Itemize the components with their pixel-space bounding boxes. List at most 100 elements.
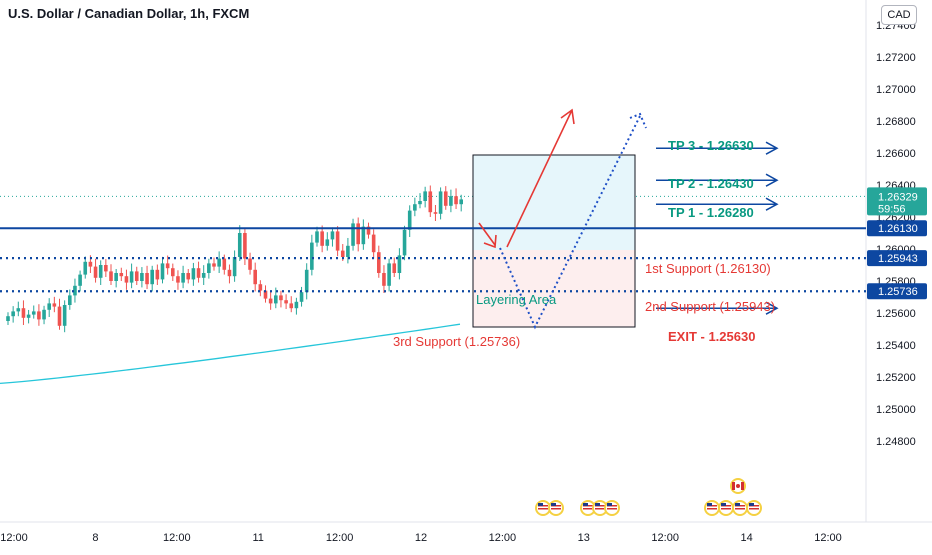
candle[interactable] (104, 259, 108, 277)
candle[interactable] (31, 305, 36, 319)
candle[interactable] (330, 227, 335, 247)
us-flag-icon[interactable] (718, 500, 734, 516)
candle[interactable] (377, 245, 381, 278)
projection-arrow-head[interactable] (629, 112, 647, 129)
candle[interactable] (155, 264, 160, 285)
candle[interactable] (387, 258, 391, 292)
candle[interactable] (346, 237, 350, 264)
candle[interactable] (284, 294, 288, 309)
candle[interactable] (361, 219, 366, 250)
candle[interactable] (217, 251, 221, 273)
candle[interactable] (16, 301, 21, 317)
projection-path-dotted[interactable] (499, 115, 641, 330)
candle[interactable] (402, 225, 407, 261)
candle[interactable] (335, 226, 340, 257)
candle[interactable] (150, 265, 154, 292)
candle[interactable] (320, 225, 324, 253)
candle[interactable] (289, 296, 294, 313)
candle[interactable] (124, 269, 129, 290)
candle[interactable] (258, 280, 263, 297)
candle[interactable] (171, 263, 175, 281)
moving-average-line[interactable] (0, 323, 461, 385)
candle[interactable] (351, 218, 355, 251)
breakout-arrow-red[interactable] (506, 109, 573, 248)
candle[interactable] (222, 254, 227, 275)
candle[interactable] (42, 305, 46, 325)
candle[interactable] (114, 269, 118, 288)
price-tag[interactable]: 1.25943 (867, 250, 927, 267)
candle[interactable] (315, 226, 319, 247)
candle[interactable] (186, 269, 191, 284)
us-flag-icon[interactable] (535, 500, 551, 516)
layering-zone-lower[interactable] (473, 250, 635, 327)
candle[interactable] (201, 265, 206, 285)
candle[interactable] (454, 188, 458, 209)
us-flag-icon[interactable] (732, 500, 748, 516)
candle[interactable] (243, 228, 247, 265)
candle[interactable] (433, 205, 438, 221)
candle[interactable] (26, 309, 31, 324)
currency-badge[interactable]: CAD (881, 5, 917, 25)
candle[interactable] (98, 260, 103, 285)
candle[interactable] (47, 298, 51, 317)
candle[interactable] (279, 290, 283, 308)
candle[interactable] (237, 225, 242, 261)
candle[interactable] (366, 222, 371, 239)
price-tag[interactable]: 1.26130 (867, 220, 927, 237)
us-flag-icon[interactable] (548, 500, 564, 516)
bounce-arrow-red[interactable] (478, 222, 496, 246)
candle[interactable] (165, 255, 170, 275)
candle[interactable] (304, 263, 309, 300)
candle[interactable] (418, 193, 422, 209)
canada-flag-icon[interactable] (730, 478, 746, 494)
candle[interactable] (371, 229, 376, 259)
candle[interactable] (11, 306, 15, 323)
candle[interactable] (191, 262, 196, 286)
layering-zone-upper[interactable] (473, 155, 635, 250)
candle[interactable] (449, 189, 453, 213)
candle[interactable] (459, 194, 463, 212)
candle[interactable] (68, 289, 72, 310)
candle[interactable] (227, 264, 232, 284)
bounce-arrow-red-head[interactable] (483, 234, 497, 249)
candle[interactable] (129, 263, 134, 289)
candle[interactable] (73, 278, 77, 303)
candle[interactable] (397, 248, 402, 280)
candle[interactable] (268, 292, 273, 310)
candle[interactable] (356, 217, 360, 252)
candle[interactable] (407, 205, 412, 237)
candle[interactable] (428, 185, 433, 217)
candle[interactable] (62, 300, 67, 333)
candle[interactable] (212, 257, 216, 271)
candle[interactable] (176, 270, 180, 290)
us-flag-icon[interactable] (592, 500, 608, 516)
candle[interactable] (248, 252, 252, 275)
candle[interactable] (274, 287, 278, 309)
price-tag[interactable]: 1.25736 (867, 283, 927, 300)
candle[interactable] (181, 265, 185, 289)
candle[interactable] (310, 234, 314, 276)
candle[interactable] (196, 261, 201, 283)
candle[interactable] (134, 266, 139, 285)
candle[interactable] (83, 256, 88, 279)
candle[interactable] (443, 186, 448, 210)
candle[interactable] (207, 258, 211, 279)
candle[interactable] (6, 312, 10, 325)
candle[interactable] (93, 258, 98, 283)
us-flag-icon[interactable] (746, 500, 762, 516)
candle[interactable] (52, 296, 57, 313)
breakout-arrow-red-head[interactable] (560, 108, 575, 125)
candle[interactable] (325, 232, 330, 251)
candle[interactable] (253, 262, 257, 292)
candle[interactable] (423, 186, 427, 208)
candle[interactable] (21, 300, 26, 325)
candle[interactable] (232, 250, 237, 282)
candle[interactable] (109, 264, 113, 285)
candle[interactable] (78, 270, 82, 292)
us-flag-icon[interactable] (580, 500, 596, 516)
candle[interactable] (392, 257, 397, 277)
layering-zone-border[interactable] (472, 154, 636, 328)
candle[interactable] (145, 265, 149, 289)
